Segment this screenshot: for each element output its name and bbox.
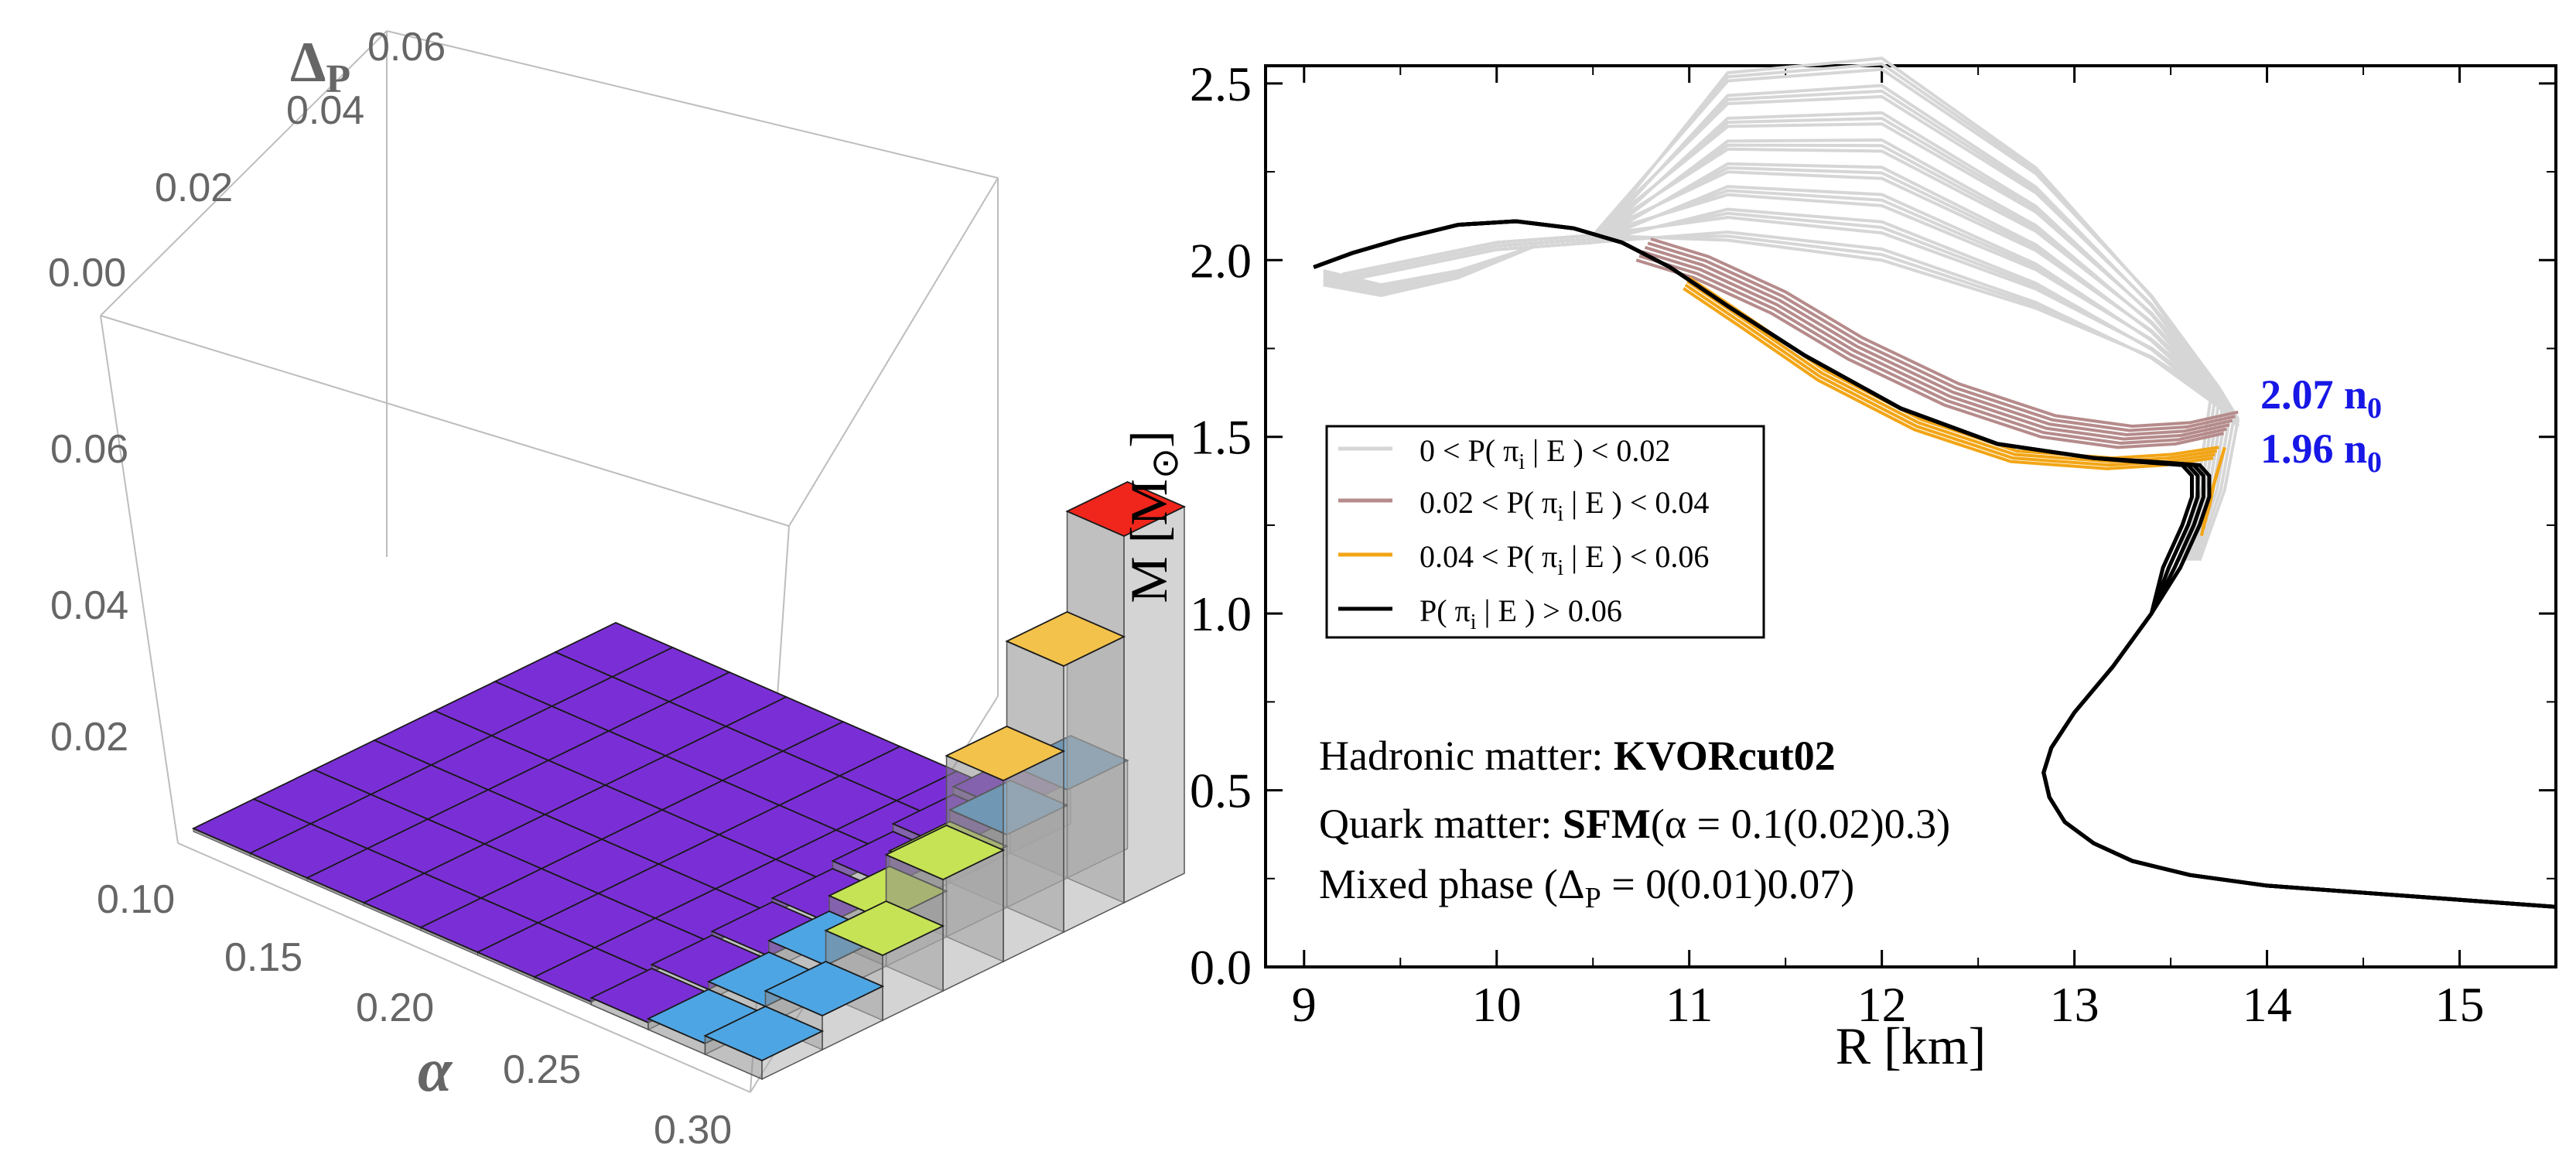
deltaP-tick-label: 0.02 — [155, 166, 233, 210]
bar3d-top-face — [1005, 611, 1126, 667]
mr-curve-mid-prob — [1638, 254, 2227, 445]
axis-ticks: 9 10 11 12 13 14 15 0.0 0.5 1.0 1.5 2.0 2.5 — [1190, 56, 2556, 1032]
legend-entry: 0.04 < P( πi | E ) < 0.06 — [1338, 539, 1709, 580]
annotation-1-96-n0: 1.96 n0 — [2260, 425, 2382, 479]
mr-curves — [1313, 56, 2557, 909]
mr-curve-mid-prob — [1647, 241, 2236, 432]
legend-entry: 0 < P( πi | E ) < 0.02 — [1338, 433, 1670, 474]
y-tick-label: 2.5 — [1190, 56, 1252, 111]
z-tick-label: 0.02 — [50, 715, 128, 760]
annotation-quark: Quark matter: SFM(α = 0.1(0.02)0.3) — [1319, 801, 1950, 847]
mr-curve-midhigh-prob — [1686, 280, 2218, 463]
mr-curve-low-prob-left — [1323, 244, 1536, 298]
plot-frame — [1264, 64, 2557, 968]
x-axis-label: R [km] — [1836, 1016, 1987, 1075]
box-edge-left-vertical — [100, 315, 179, 844]
mr-curve-low-prob — [1342, 84, 2239, 428]
legend-box — [1325, 425, 1765, 639]
box-edge-top-front-right — [788, 177, 999, 527]
annotation-mixed: Mixed phase (ΔP = 0(0.01)0.07) — [1319, 861, 1854, 914]
alpha-tick-label: 0.10 — [97, 877, 175, 922]
mr-curve-mid-prob — [1650, 237, 2239, 429]
mr-curve-low-prob — [1342, 234, 2239, 421]
mr-curve-mid-prob — [1635, 258, 2224, 449]
bar3d-top-face — [764, 961, 885, 1016]
box-edge-top-left — [100, 30, 388, 316]
legend-label: 0 < P( πi | E ) < 0.02 — [1420, 433, 1670, 474]
alpha-tick-label: 0.15 — [224, 935, 302, 980]
deltaP-tick-label: 0.06 — [367, 25, 446, 70]
box-edge-top-front — [100, 315, 790, 527]
deltaP-axis-label: ΔP — [290, 31, 350, 101]
mr-curve-mid-prob — [1642, 250, 2230, 441]
bar3d-top-face — [1065, 481, 1187, 537]
y-tick-label: 1.5 — [1190, 410, 1252, 465]
legend-label: 0.04 < P( πi | E ) < 0.06 — [1420, 539, 1709, 580]
mr-curve-low-prob — [1342, 230, 2239, 428]
x-tick-label: 13 — [2050, 977, 2099, 1032]
legend-entry: P( πi | E ) > 0.06 — [1338, 593, 1622, 634]
legend: 0 < P( πi | E ) < 0.02 0.02 < P( πi | E … — [1325, 425, 1765, 639]
alpha-axis-label: α — [418, 1037, 453, 1105]
y-tick-label: 0.0 — [1190, 940, 1252, 995]
bar3d-side-face — [1063, 635, 1125, 934]
alpha-tick-label: 0.30 — [654, 1108, 732, 1153]
bar3d-top-face — [824, 900, 945, 956]
mr-curve-mid-prob — [1644, 245, 2233, 436]
legend-entry: 0.02 < P( πi | E ) < 0.04 — [1338, 485, 1709, 526]
x-tick-label: 15 — [2435, 977, 2485, 1032]
deltaP-tick-label: 0.04 — [286, 88, 364, 133]
x-tick-label: 10 — [1472, 977, 1522, 1032]
mr-curve-midhigh-prob — [1683, 287, 2214, 470]
x-tick-label: 12 — [1857, 977, 1907, 1032]
mr-line-chart: 9 10 11 12 13 14 15 0.0 0.5 1.0 1.5 2.0 2.5 R [km] M… — [1119, 56, 2557, 1075]
bar3d-top-face — [945, 726, 1066, 781]
y-tick-label: 1.0 — [1190, 586, 1252, 641]
mr-curve-low-prob — [1342, 138, 2239, 428]
box-edge-top-right — [386, 30, 999, 179]
annotation-2-07-n0: 2.07 n0 — [2260, 371, 2382, 425]
z-tick-label: 0.04 — [50, 583, 128, 628]
mr-curve-low-prob-tail — [2195, 415, 2236, 562]
legend-label: 0.02 < P( πi | E ) < 0.04 — [1420, 485, 1709, 526]
mr-curve-high-prob — [1313, 219, 2557, 909]
bar3d-side-face — [1003, 750, 1064, 963]
alpha-tick-label: 0.25 — [503, 1047, 581, 1092]
alpha-tick-label: 0.20 — [356, 985, 434, 1030]
y-tick-label: 0.5 — [1190, 763, 1252, 818]
x-tick-label: 9 — [1292, 977, 1317, 1032]
bar3d-top-face — [884, 825, 1006, 880]
mr-curve-low-prob-tail — [2198, 418, 2240, 562]
z-tick-label: 0.06 — [50, 427, 128, 472]
x-tick-label: 14 — [2243, 977, 2292, 1032]
legend-label: P( πi | E ) > 0.06 — [1420, 593, 1622, 634]
annotation-hadronic: Hadronic matter: KVORcut02 — [1319, 733, 1836, 779]
deltaP-tick-label: 0.00 — [48, 251, 126, 295]
y-tick-label: 2.0 — [1190, 233, 1252, 288]
y-axis-label: M [M⊙] — [1119, 430, 1186, 603]
box-edge-bottom-front — [177, 842, 751, 1093]
x-tick-label: 11 — [1666, 977, 1713, 1032]
mr-curve-low-prob-tail — [2192, 412, 2233, 562]
bar3d-chart: 0.06 0.04 0.02 0.00 0.02 0.04 0.06 ΔP 0.… — [48, 25, 1187, 1153]
bar3d-bars — [191, 481, 1187, 1081]
bar3d-top-face — [703, 1006, 825, 1061]
